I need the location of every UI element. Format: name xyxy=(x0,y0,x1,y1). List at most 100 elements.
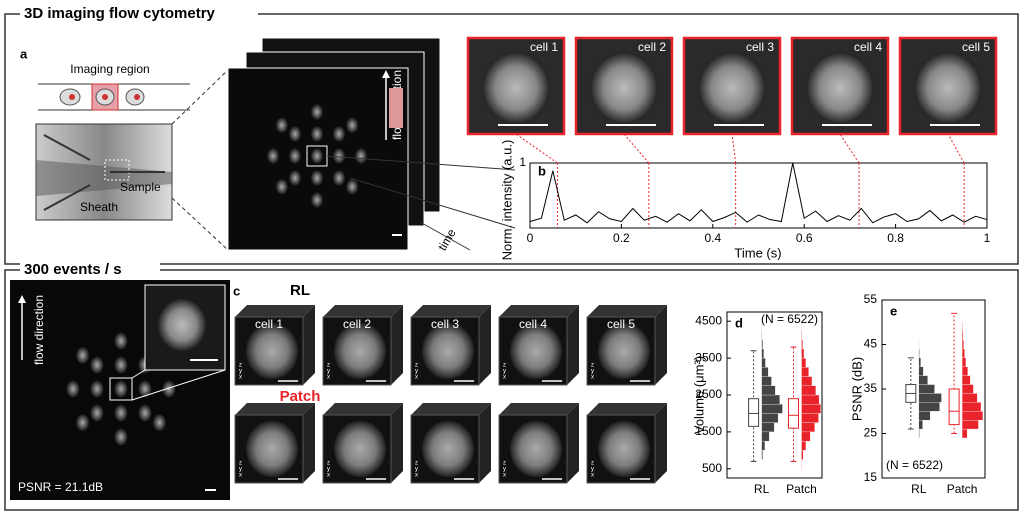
cell-label: cell 5 xyxy=(962,40,990,54)
y-tick-label: 1500 xyxy=(695,424,722,438)
hist-bar xyxy=(962,376,970,385)
row-label: RL xyxy=(290,282,310,299)
y-tick-label: 55 xyxy=(864,292,878,306)
cube-top xyxy=(235,305,315,317)
cell-render xyxy=(246,323,298,379)
cell-spot xyxy=(355,148,367,164)
shape xyxy=(134,94,140,100)
cube-side xyxy=(479,403,491,483)
cell-spot xyxy=(311,170,323,186)
cube-top xyxy=(411,305,491,317)
label: PSNR = 21.1dB xyxy=(18,480,103,494)
axis-glyph: x xyxy=(327,473,330,479)
row-label: Patch xyxy=(280,388,321,405)
cube-top xyxy=(323,305,403,317)
hist-bar xyxy=(802,367,809,376)
cell-spot xyxy=(289,148,301,164)
axis-label: Norm. intensity (a.u.) xyxy=(499,140,514,261)
hist-bar xyxy=(802,395,820,404)
hist-bar xyxy=(762,367,769,376)
hist-bar xyxy=(762,413,779,422)
cell xyxy=(590,52,658,124)
cell-spot xyxy=(311,126,323,142)
cell-spot xyxy=(289,126,301,142)
hist-bar xyxy=(762,432,770,441)
cell-spot xyxy=(90,380,103,397)
hist-bar xyxy=(919,385,935,394)
hist-bar xyxy=(762,358,766,367)
hist-bar xyxy=(762,450,763,459)
y-tick-label: 3500 xyxy=(695,350,722,364)
x-tick-label: 0.6 xyxy=(796,231,813,245)
hist-bar xyxy=(762,349,764,358)
cell-render xyxy=(422,323,474,379)
y-tick-label: 45 xyxy=(864,337,878,351)
cube-top xyxy=(587,305,667,317)
cell-spot xyxy=(76,347,89,364)
hist-bar xyxy=(919,393,942,402)
axis-glyph: x xyxy=(327,375,330,381)
cell-spot xyxy=(114,428,127,445)
hist-bar xyxy=(802,340,803,349)
y-tick-label: 15 xyxy=(864,470,878,484)
hist-bar xyxy=(802,450,804,459)
y-tick-label: 1 xyxy=(519,155,526,169)
axis-glyph: x xyxy=(239,473,242,479)
hist-bar xyxy=(919,429,920,438)
hist-bar xyxy=(762,423,775,432)
hist-bar xyxy=(762,340,763,349)
cell-label: cell 2 xyxy=(638,40,666,54)
cell-spot xyxy=(276,179,288,195)
cell-render xyxy=(334,323,386,379)
label: flow direction xyxy=(32,295,46,365)
group-label: Patch xyxy=(786,482,817,496)
cell-render xyxy=(334,421,386,477)
cell-spot xyxy=(90,356,103,373)
hist-bar xyxy=(762,404,783,413)
cube-side xyxy=(655,403,667,483)
cell-label: cell 3 xyxy=(746,40,774,54)
axis-glyph: x xyxy=(415,375,418,381)
hist-bar xyxy=(762,395,780,404)
cell-spot xyxy=(311,148,323,164)
cell xyxy=(698,52,766,124)
hist-bar xyxy=(762,377,772,386)
cell-spot xyxy=(311,192,323,208)
hist-bar xyxy=(962,358,966,367)
hist-bar xyxy=(962,429,967,438)
cell-spot xyxy=(114,380,127,397)
cell-connector xyxy=(840,134,859,163)
group-label: RL xyxy=(911,482,927,496)
cell-spot xyxy=(76,414,89,431)
hist-bar xyxy=(919,349,920,358)
hist-bar xyxy=(962,402,981,411)
y-tick-label: 25 xyxy=(864,426,878,440)
cell-spot xyxy=(276,117,288,133)
label: Imaging region xyxy=(70,62,149,76)
shape xyxy=(389,88,403,128)
hist-bar xyxy=(919,411,930,420)
cell-render xyxy=(598,323,650,379)
cell xyxy=(482,52,550,124)
hist-bar xyxy=(962,331,963,340)
cell-label: cell 4 xyxy=(519,317,547,331)
hist-bar xyxy=(962,367,968,376)
shape xyxy=(158,299,206,351)
cube-side xyxy=(567,403,579,483)
hist-bar xyxy=(802,377,812,386)
cell-spot xyxy=(114,332,127,349)
hist-bar xyxy=(962,385,973,394)
axis-glyph: x xyxy=(239,375,242,381)
hist-bar xyxy=(802,423,815,432)
cell-spot xyxy=(138,380,151,397)
panel-label: e xyxy=(890,303,897,318)
cell-spot xyxy=(346,179,358,195)
hist-bar xyxy=(802,358,806,367)
cell-label: cell 1 xyxy=(255,317,283,331)
